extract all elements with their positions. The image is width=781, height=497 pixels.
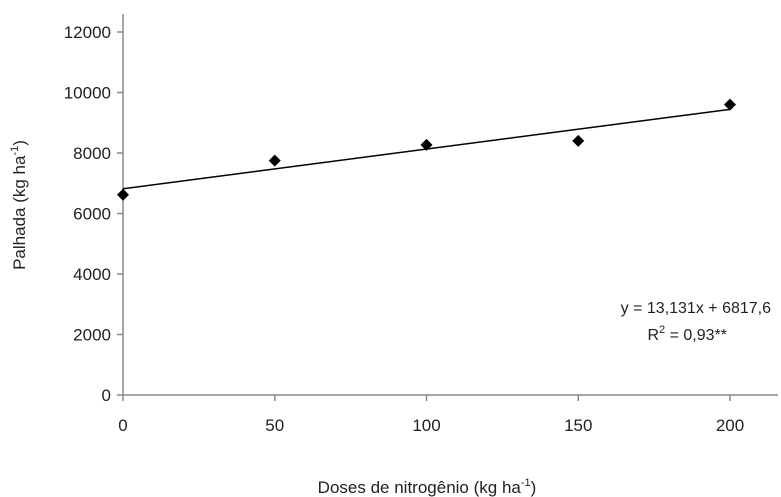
data-point <box>724 98 736 111</box>
y-tick-label: 12000 <box>64 23 111 42</box>
y-tick-label: 2000 <box>73 326 111 345</box>
x-tick-label: 150 <box>564 416 592 435</box>
r-squared-label: R2 = 0,93** <box>647 324 727 344</box>
x-tick-label: 50 <box>265 416 284 435</box>
data-point <box>572 134 585 147</box>
y-tick-label: 10000 <box>64 84 111 103</box>
y-tick-label: 0 <box>102 386 111 405</box>
x-tick-label: 200 <box>716 416 744 435</box>
data-points <box>117 98 736 201</box>
x-axis-title: Doses de nitrogênio (kg ha-1) <box>318 477 537 497</box>
data-point <box>268 154 281 167</box>
data-point <box>420 138 433 151</box>
y-tick-label: 6000 <box>73 205 111 224</box>
x-tick-label: 0 <box>118 416 127 435</box>
y-tick-label: 4000 <box>73 265 111 284</box>
regression-equation: y = 13,131x + 6817,6 <box>621 300 771 317</box>
x-tick-label: 100 <box>412 416 440 435</box>
y-tick-label: 8000 <box>73 144 111 163</box>
data-point <box>117 188 129 201</box>
y-axis-title: Palhada (kg ha-1) <box>9 140 29 270</box>
x-axis-ticks: 0 50 100 150 200 <box>118 395 744 435</box>
y-axis-ticks: 0 2000 4000 6000 8000 10000 12000 <box>64 23 123 405</box>
